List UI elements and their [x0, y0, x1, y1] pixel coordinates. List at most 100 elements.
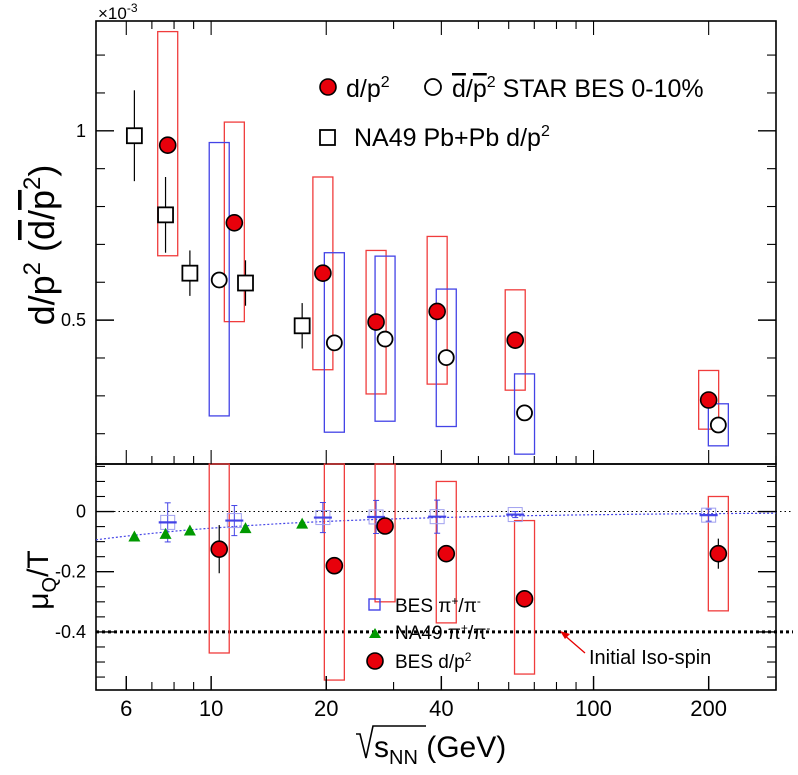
svg-text:BES d/p2: BES d/p2 — [395, 650, 472, 673]
y-multiplier: ×10-3 — [98, 1, 138, 23]
sys-box-dbar-5 — [707, 403, 729, 447]
na49-point-2 — [181, 264, 199, 282]
y-multiplier-exp: -3 — [127, 1, 138, 15]
dbar-point-1 — [325, 334, 343, 352]
xtick-label-3: 40 — [429, 696, 453, 721]
legend-na49-exp: 2 — [541, 123, 550, 140]
legend-na49-label: NA49 Pb+Pb d/p — [354, 124, 541, 152]
sys-box-d-4 — [426, 235, 448, 385]
d-point-4 — [428, 302, 446, 321]
sys-box-mu-0 — [208, 463, 230, 654]
dbar-point-3 — [437, 349, 455, 367]
xtick-label-1: 10 — [199, 696, 223, 721]
bottom-panel: 0 -0.2 -0.4 6 10 20 40 100 200 — [55, 21, 793, 721]
iso-spin-label: Initial Iso-spin — [589, 647, 711, 669]
sys-box-mu-2 — [374, 463, 396, 603]
legend-d-marker — [319, 78, 337, 96]
iso-spin-arrowhead — [560, 631, 570, 639]
legend-bes-d-exp: 2 — [465, 650, 472, 664]
bottom-panel-frame — [95, 463, 777, 691]
ylabel-slash-bot: / — [22, 568, 55, 577]
legend-dbar-slash: / — [466, 75, 473, 103]
top-panel: 10.5 — [61, 20, 777, 465]
legend-d-exp: 2 — [381, 74, 390, 91]
sys-box-mu-5 — [707, 495, 729, 612]
xtick-label-2: 20 — [314, 696, 338, 721]
sys-box-d-0 — [157, 30, 179, 257]
bottom-panel-marks — [95, 463, 793, 681]
top-y-axis: 10.5 — [61, 54, 776, 435]
legend-bes-d-marker — [366, 652, 384, 670]
na49-point-3 — [237, 274, 254, 292]
legend-d-label: d/p — [346, 75, 381, 103]
top-panel-marks — [125, 30, 729, 455]
ylabel-slash: / — [21, 210, 62, 220]
sys-box-mu-1 — [323, 463, 345, 681]
legend-dbar-marker — [424, 78, 442, 96]
xlabel-nn: NN — [389, 747, 418, 769]
sqrt-bar — [356, 725, 426, 759]
bottom-axes: 0 -0.2 -0.4 6 10 20 40 100 200 — [55, 21, 777, 721]
legend-bes-pi-slash: /π — [458, 596, 476, 617]
sys-box-dbar-3 — [435, 288, 457, 428]
sys-box-dbar-2 — [374, 255, 396, 422]
bes-d-point-4 — [515, 590, 534, 608]
d-point-0 — [158, 136, 177, 154]
d-point-5 — [506, 331, 525, 349]
na49-pi-point-3 — [239, 522, 252, 534]
bes-d-point-1 — [325, 556, 344, 575]
na49-point-0 — [125, 127, 143, 145]
d-point-3 — [367, 313, 385, 331]
ylabel-close: ) — [21, 165, 62, 177]
xtick-label-4: 100 — [575, 696, 612, 721]
ylabel-exp2: 2 — [19, 177, 46, 190]
sys-box-dbar-0 — [208, 141, 230, 417]
sys-box-dbar-1 — [323, 252, 345, 433]
dbar-point-4 — [516, 404, 533, 422]
legend-na49-pi-slash: /π — [468, 623, 486, 644]
bottom-legend: BES π+/π- NA49 π+/π- BES d/p2 — [366, 594, 490, 673]
legend-bes-pi-sup1: + — [451, 594, 458, 608]
legend-na49-pi-label: NA49 π — [395, 623, 461, 644]
sys-box-d-2 — [312, 176, 334, 371]
legend-dbar-p: p — [473, 75, 487, 103]
svg-text:d/p2: d/p2 — [346, 74, 390, 103]
svg-text:NA49 π+/π-: NA49 π+/π- — [395, 621, 490, 644]
dbar-point-0 — [210, 271, 228, 289]
sys-box-dbar-4 — [513, 373, 536, 455]
legend-bes-pi-marker — [368, 598, 381, 611]
legend-na49-pi-sup1: + — [461, 621, 468, 635]
ylabel-t: T — [22, 550, 55, 568]
legend-bes-d-label: BES d/p — [395, 652, 465, 673]
na49-pi-point-2 — [183, 524, 196, 536]
dbar-point-2 — [376, 330, 394, 348]
ylabel-mu: μ — [22, 592, 55, 609]
na49-point-4 — [293, 317, 311, 335]
bot-ytick-label-2: -0.4 — [55, 622, 86, 642]
d-point-1 — [225, 214, 244, 232]
x-axis-title: sNN (GeV) — [356, 725, 506, 769]
svg-text:μQ/T: μQ/T — [22, 550, 61, 610]
ylabel-open: ( — [21, 240, 62, 262]
bes-d-point-5 — [709, 544, 728, 563]
dbar-point-5 — [709, 416, 727, 434]
svg-text:d/p2 (d/p2): d/p2 (d/p2) — [19, 165, 62, 326]
svg-text:BES π+/π-: BES π+/π- — [395, 594, 481, 617]
bes-d-point-2 — [376, 517, 394, 535]
xtick-label-0: 6 — [120, 696, 132, 721]
legend-dbar-d: d — [452, 75, 466, 103]
legend-bes-pi-label: BES π — [395, 596, 451, 617]
ylabel-main: d/p — [21, 275, 62, 325]
top-y-axis-title: d/p2 (d/p2) — [19, 165, 62, 326]
bottom-y-axis-title: μQ/T — [22, 550, 61, 610]
legend-star-tail: STAR BES 0-10% — [496, 75, 704, 103]
na49-pi-point-0 — [128, 530, 141, 542]
top-ytick-label-0: 1 — [76, 121, 86, 141]
y-multiplier-base: ×10 — [98, 4, 127, 23]
svg-text:d/p2 STAR BES 0-10%: d/p2 STAR BES 0-10% — [452, 74, 704, 103]
svg-text:sNN (GeV): sNN (GeV) — [374, 731, 506, 769]
xlabel-unit: (GeV) — [418, 731, 506, 764]
bot-ytick-label-0: 0 — [76, 502, 86, 522]
top-legend: d/p2 d/p2 STAR BES 0-10% NA49 Pb+Pb d/p2 — [319, 74, 704, 152]
xtick-label-5: 200 — [690, 696, 727, 721]
